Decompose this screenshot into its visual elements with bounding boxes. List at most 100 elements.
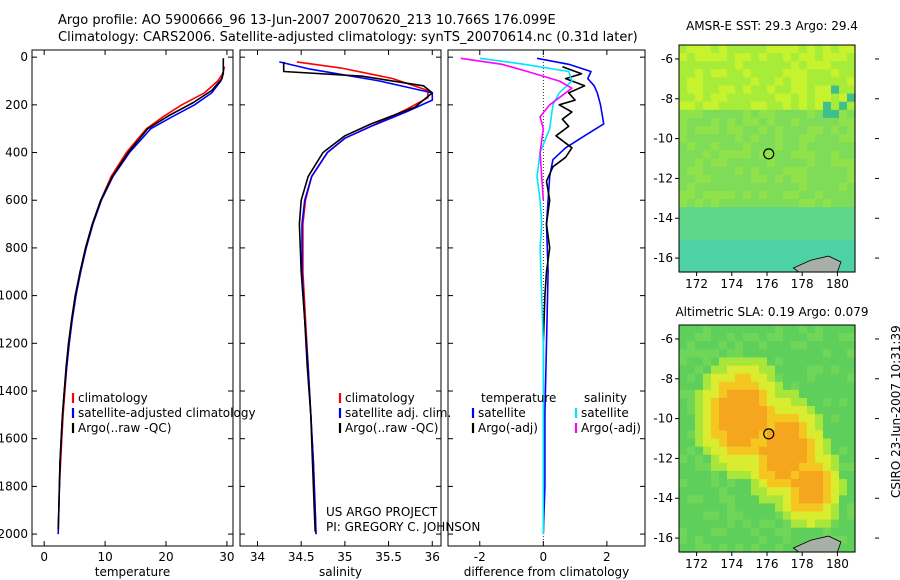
map-cell <box>759 406 768 415</box>
map-cell <box>735 527 744 537</box>
map-cell <box>767 199 776 208</box>
map-cell <box>679 239 688 249</box>
map-cell <box>751 414 760 423</box>
map-cell <box>751 341 760 350</box>
map-cell <box>727 166 736 176</box>
map-cell <box>735 511 744 521</box>
map-cell <box>735 182 744 192</box>
map-cell <box>815 422 824 431</box>
map-cell <box>751 223 760 233</box>
map-cell <box>703 438 712 448</box>
map-cell <box>839 349 848 359</box>
map-cell <box>751 109 760 119</box>
map-cell <box>791 535 800 545</box>
map-cell <box>735 543 744 553</box>
map-cell <box>703 182 712 192</box>
map-cell <box>831 247 840 257</box>
map-cell <box>823 142 832 151</box>
map-cell <box>751 166 760 176</box>
map-cell <box>751 239 760 249</box>
map-cell <box>759 470 768 480</box>
y-tick-label: -8 <box>661 372 673 386</box>
map-cell <box>719 406 728 415</box>
map-cell <box>783 333 792 342</box>
map-cell <box>735 479 744 488</box>
map-cell <box>799 215 808 224</box>
map-cell <box>791 333 800 342</box>
map-cell <box>783 166 792 176</box>
map-cell <box>727 333 736 342</box>
map-cell <box>719 430 728 440</box>
map-cell <box>783 527 792 537</box>
map-cell <box>759 422 768 431</box>
map-cell <box>711 373 720 383</box>
map-cell <box>711 349 720 359</box>
map-cell <box>831 446 840 456</box>
map-cell <box>767 174 776 184</box>
map-cell <box>759 239 768 249</box>
map-cell <box>759 462 768 472</box>
map-cell <box>735 109 744 119</box>
map-cell <box>839 495 848 504</box>
map-cell <box>695 190 704 200</box>
map-cell <box>847 519 856 529</box>
map-cell <box>703 77 712 87</box>
map-cell <box>679 373 688 383</box>
map-cell <box>775 438 784 448</box>
map-cell <box>807 519 816 529</box>
map-cell <box>767 182 776 192</box>
y-tick-label: -10 <box>653 132 673 146</box>
map-cell <box>783 239 792 249</box>
map-cell <box>735 158 744 168</box>
map-cell <box>711 414 720 423</box>
map-cell <box>759 134 768 143</box>
map-cell <box>847 487 856 496</box>
map-cell <box>767 349 776 359</box>
map-cell <box>679 495 688 504</box>
map-cell <box>703 93 712 103</box>
map-cell <box>711 239 720 249</box>
map-cell <box>735 333 744 342</box>
map-cell <box>807 190 816 200</box>
map-cell <box>775 325 784 334</box>
map-cell <box>775 231 784 241</box>
map-cell <box>783 69 792 79</box>
map-cell <box>783 142 792 151</box>
map-cell <box>727 158 736 168</box>
map-cell <box>743 373 752 383</box>
map-cell <box>687 519 696 529</box>
map-cell <box>727 527 736 537</box>
x-tick-label: 20 <box>158 550 173 564</box>
map-cell <box>815 519 824 529</box>
map-cell <box>775 397 784 407</box>
map-cell <box>687 341 696 350</box>
map-cell <box>727 223 736 233</box>
map-cell <box>799 511 808 521</box>
map-cell <box>727 511 736 521</box>
map-cell <box>839 543 848 553</box>
map-cell <box>791 239 800 249</box>
map-cell <box>823 126 832 135</box>
map-cell <box>815 349 824 359</box>
map-cell <box>727 190 736 200</box>
map-cell <box>735 438 744 448</box>
map-cell <box>695 215 704 224</box>
map-cell <box>791 53 800 62</box>
map-cell <box>719 223 728 233</box>
map-cell <box>807 406 816 415</box>
map-cell <box>735 61 744 70</box>
map-cell <box>807 134 816 143</box>
map-cell <box>847 365 856 375</box>
map-cell <box>711 397 720 407</box>
map-cell <box>719 61 728 70</box>
map-cell <box>791 487 800 496</box>
map-cell <box>799 134 808 143</box>
map-cell <box>815 117 824 127</box>
map-cell <box>783 101 792 111</box>
map-cell <box>759 397 768 407</box>
map-cell <box>735 45 744 54</box>
map-cell <box>823 215 832 224</box>
difference-legend-header-temperature: temperature <box>481 391 556 405</box>
map-cell <box>823 422 832 431</box>
map-cell <box>767 454 776 464</box>
